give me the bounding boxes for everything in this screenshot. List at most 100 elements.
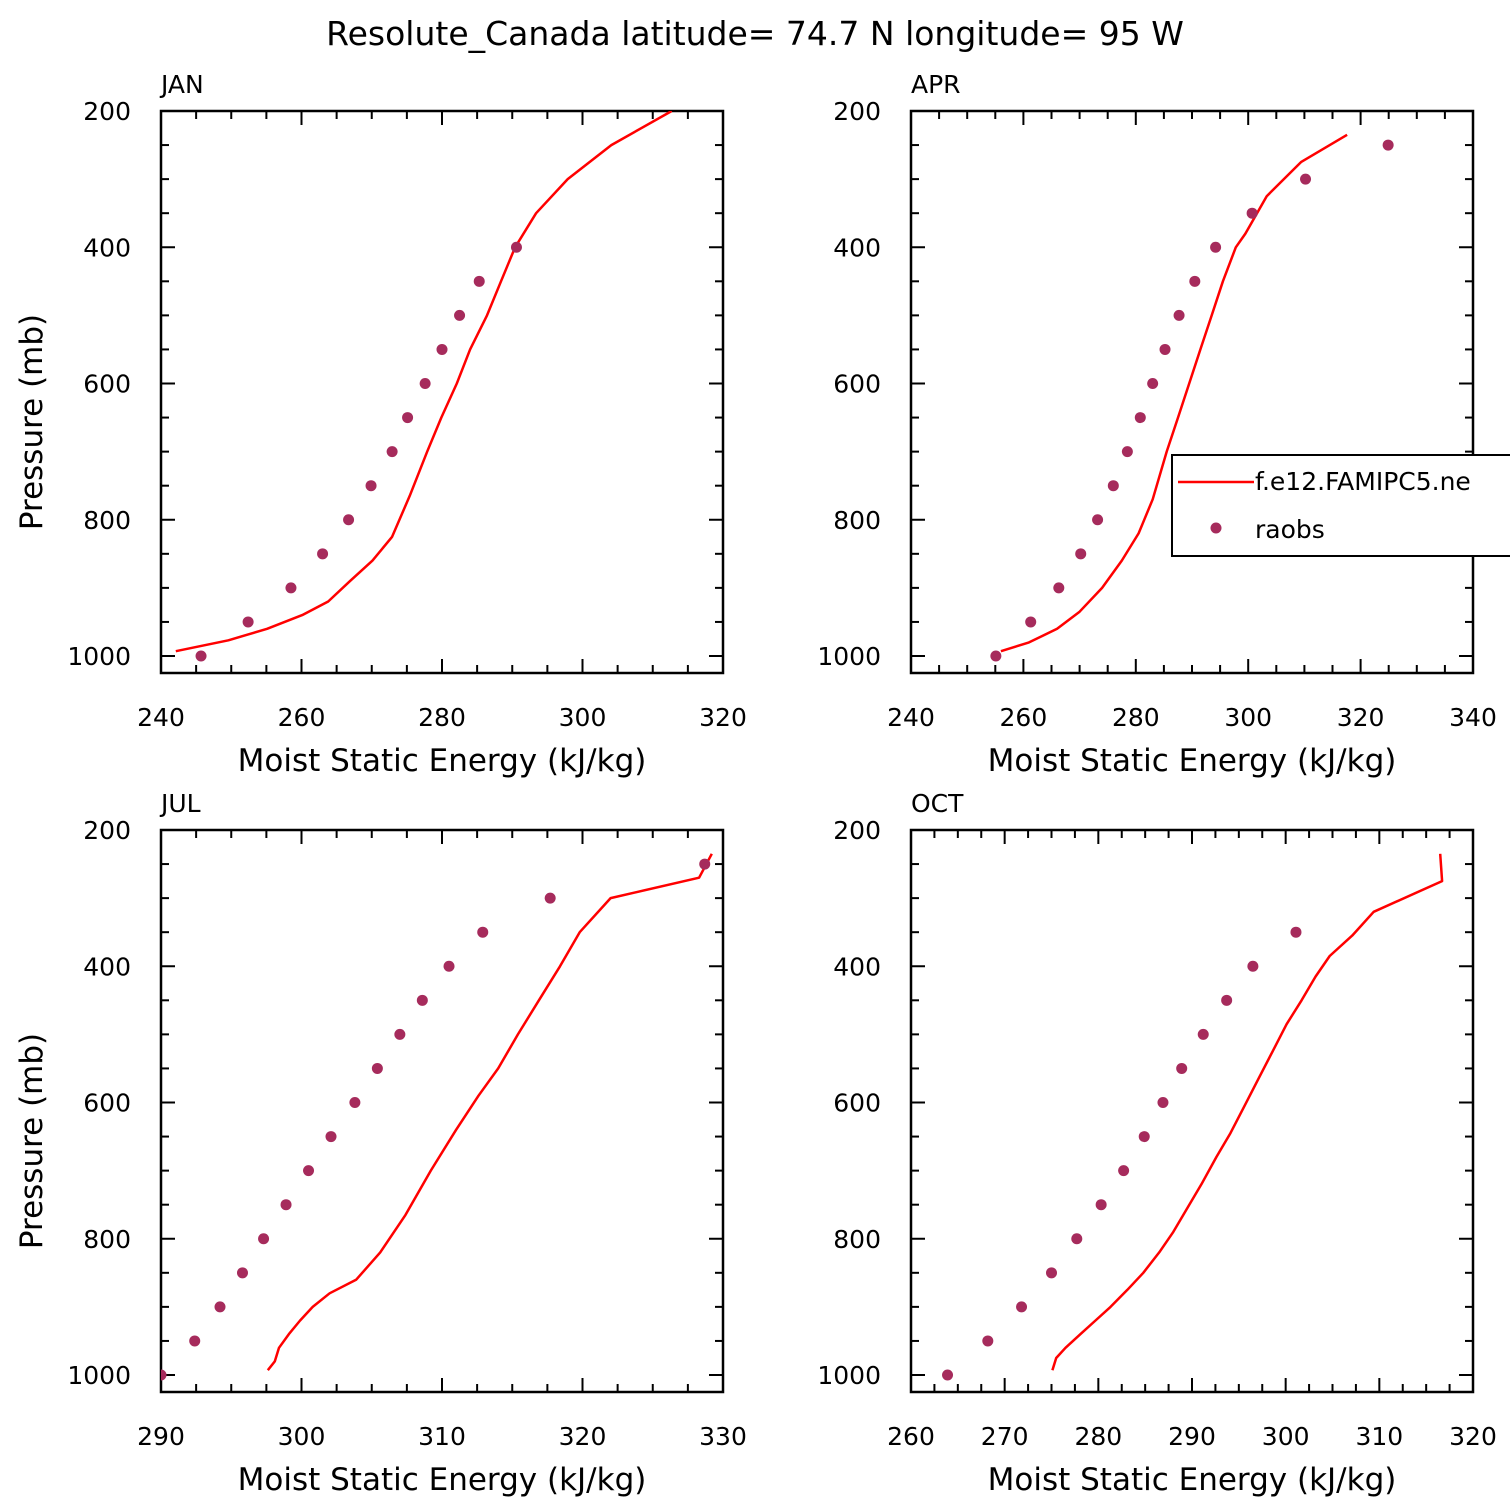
raobs-point: [419, 378, 431, 389]
raobs-point: [942, 1369, 954, 1381]
model-line: [266, 853, 713, 1371]
y-tick-label: 1000: [67, 642, 131, 671]
raobs-point: [1157, 1097, 1169, 1108]
raobs-point: [1300, 173, 1312, 185]
raobs-point: [1246, 207, 1258, 219]
x-tick-label: 310: [418, 1422, 466, 1451]
raobs-point: [214, 1301, 226, 1313]
raobs-point: [317, 548, 329, 560]
y-tick-label: 1000: [67, 1361, 131, 1390]
y-tick-label: 400: [83, 952, 131, 981]
plot-area: [161, 853, 713, 1381]
x-axis-label: Moist Static Energy (kJ/kg): [238, 1462, 647, 1498]
y-tick-label: 800: [833, 1225, 881, 1254]
legend: f.e12.FAMIPC5.ne raobs: [1171, 454, 1510, 557]
x-tick-label: 280: [1112, 703, 1160, 732]
x-axis-label: Moist Static Energy (kJ/kg): [988, 743, 1397, 779]
x-tick-label: 290: [137, 1422, 185, 1451]
y-tick-label: 800: [83, 1225, 131, 1254]
x-tick-label: 280: [418, 703, 466, 732]
y-tick-label: 200: [83, 97, 131, 126]
y-tick-label: 1000: [817, 642, 881, 671]
raobs-point: [1016, 1301, 1028, 1313]
model-line: [175, 111, 673, 653]
plot-frame: [909, 828, 1475, 1394]
raobs-point: [436, 343, 448, 355]
y-tick-label: 400: [833, 233, 881, 262]
raobs-point: [510, 241, 522, 253]
y-tick-label: 600: [833, 370, 881, 399]
raobs-point: [349, 1097, 361, 1108]
raobs-point: [1075, 548, 1087, 560]
x-tick-label: 280: [1074, 1422, 1122, 1451]
raobs-point: [1197, 1028, 1209, 1040]
y-tick-label: 600: [83, 1089, 131, 1118]
panel-jul: JUL 290 300 310 320 330 200 400 600 800 1000 Moist …: [14, 789, 747, 1498]
plot-frame: [159, 828, 725, 1394]
raobs-point: [1071, 1233, 1083, 1245]
raobs-point: [1121, 446, 1133, 458]
raobs-point: [477, 926, 489, 938]
y-tick-label: 400: [83, 233, 131, 262]
legend-obs-label: raobs: [1255, 515, 1325, 544]
raobs-point: [285, 582, 297, 594]
y-tick-label: 600: [83, 370, 131, 399]
raobs-point: [1210, 241, 1222, 253]
y-axis-label: Pressure (mb): [14, 314, 50, 530]
x-tick-label: 300: [559, 703, 607, 732]
x-axis-label: Moist Static Energy (kJ/kg): [988, 1462, 1397, 1498]
raobs-point: [325, 1131, 337, 1143]
y-tick-label: 800: [833, 506, 881, 535]
raobs-point: [1053, 582, 1065, 594]
x-tick-label: 300: [1262, 1422, 1310, 1451]
raobs-point: [1025, 616, 1037, 628]
panels: JAN 240 260 280 300 320 200 400 600 800 1000 Moist …: [14, 70, 1497, 1498]
plot-area: [175, 111, 673, 662]
raobs-point: [990, 650, 1002, 662]
raobs-point: [1290, 926, 1302, 938]
raobs-point: [1147, 378, 1159, 389]
raobs-point: [280, 1199, 292, 1211]
raobs-point: [402, 412, 414, 424]
raobs-point: [258, 1233, 270, 1245]
raobs-point: [1095, 1199, 1107, 1211]
model-line: [1051, 853, 1444, 1371]
legend-box: [1171, 454, 1510, 557]
x-tick-label: 310: [1355, 1422, 1403, 1451]
raobs-point: [454, 309, 466, 321]
raobs-point: [386, 446, 398, 458]
raobs-point: [189, 1335, 201, 1347]
raobs-point: [1092, 514, 1104, 526]
plot-frame: [909, 109, 1475, 675]
raobs-point: [365, 480, 377, 492]
y-tick-label: 200: [833, 97, 881, 126]
plot-area: [942, 853, 1444, 1381]
x-tick-label: 290: [1168, 1422, 1216, 1451]
x-tick-label: 320: [699, 703, 747, 732]
raobs-point: [161, 1369, 167, 1381]
x-tick-label: 240: [887, 703, 935, 732]
x-tick-label: 320: [1449, 1422, 1497, 1451]
raobs-point: [1221, 994, 1233, 1006]
raobs-point: [416, 994, 428, 1006]
y-axis-label: Pressure (mb): [14, 1033, 50, 1249]
x-tick-label: 240: [137, 703, 185, 732]
raobs-point: [699, 858, 711, 870]
raobs-point: [1107, 480, 1119, 492]
y-tick-label: 600: [833, 1089, 881, 1118]
x-tick-label: 260: [887, 1422, 935, 1451]
raobs-point: [1046, 1267, 1057, 1279]
panel-label: JAN: [159, 70, 204, 99]
panel-oct: OCT 260 270 280 290 300 310 320 200 400 600 800 1000…: [817, 789, 1496, 1498]
raobs-point: [473, 275, 485, 287]
legend-model-label: f.e12.FAMIPC5.ne: [1255, 467, 1471, 496]
panel-label: OCT: [911, 789, 964, 818]
model-line: [1000, 133, 1348, 653]
raobs-point: [1382, 139, 1394, 151]
raobs-point: [1118, 1165, 1130, 1177]
panel-label: APR: [911, 70, 961, 99]
y-tick-label: 200: [83, 816, 131, 845]
raobs-point: [1134, 412, 1146, 424]
x-tick-label: 320: [1337, 703, 1385, 732]
